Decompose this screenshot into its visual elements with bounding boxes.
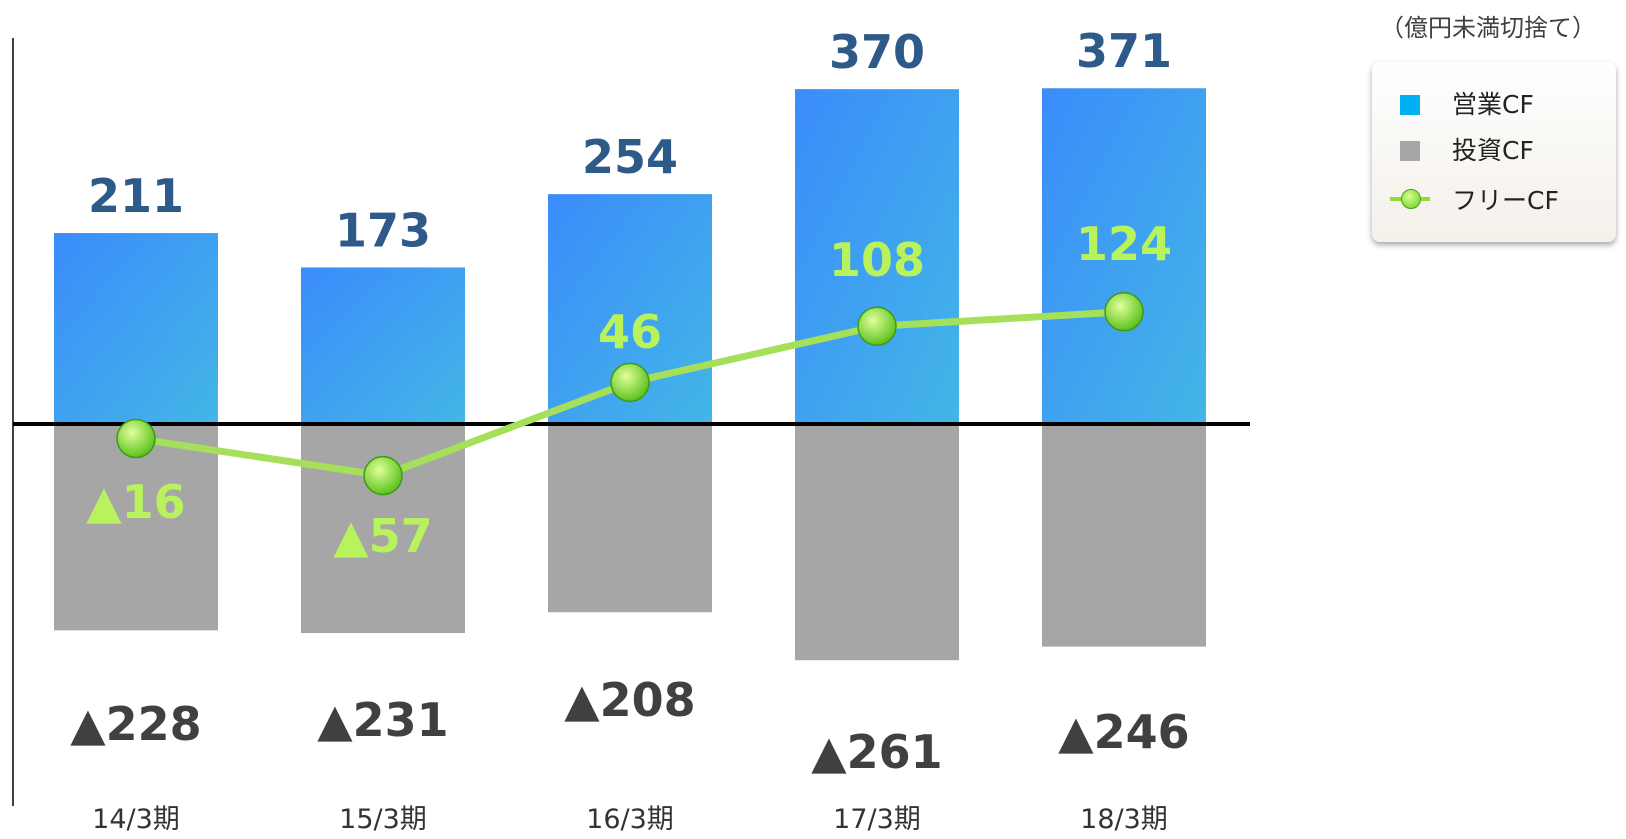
free-cf-point [363, 455, 403, 496]
investing-cf-label: ▲261 [811, 725, 942, 779]
legend-item-free: フリーCF [1372, 178, 1616, 218]
legend-item-operating: 営業CF [1372, 82, 1616, 122]
legend: 営業CF 投資CF フリーCF [1372, 62, 1616, 242]
free-cf-point [1104, 292, 1144, 332]
legend-label-operating: 営業CF [1452, 90, 1534, 119]
operating-cf-label: 254 [582, 130, 678, 184]
free-cf-point [610, 362, 650, 403]
investing-cf-label: ▲231 [317, 693, 448, 747]
legend-swatch-operating [1400, 95, 1420, 115]
operating-cf-bars [54, 88, 1206, 425]
free-cf-label: ▲57 [333, 509, 432, 563]
legend-label-free: フリーCF [1452, 186, 1559, 215]
operating-cf-bar [301, 267, 465, 424]
operating-cf-bar [1042, 88, 1206, 425]
investing-cf-label: ▲246 [1058, 705, 1189, 759]
legend-label-investing: 投資CF [1452, 136, 1534, 165]
free-cf-label: 124 [1076, 217, 1172, 271]
investing-cf-label: ▲208 [564, 673, 695, 727]
free-cf-line [116, 292, 1144, 496]
free-cf-point [116, 418, 156, 459]
x-tick-label: 17/3期 [833, 804, 921, 835]
data-labels: 211 173 254 370 371 ▲228 ▲231 ▲208 ▲261 ▲246 ▲16 ▲5… [70, 24, 1189, 779]
x-tick-label: 15/3期 [339, 804, 427, 835]
operating-cf-label: 211 [88, 169, 184, 223]
x-tick-label: 16/3期 [586, 804, 674, 835]
x-axis-categories: 14/3期 15/3期 16/3期 17/3期 18/3期 [92, 804, 1168, 835]
investing-cf-bar [548, 424, 712, 613]
investing-cf-label: ▲228 [70, 697, 201, 751]
x-tick-label: 18/3期 [1080, 804, 1168, 835]
free-cf-label: 46 [598, 305, 662, 359]
x-tick-label: 14/3期 [92, 804, 180, 835]
operating-cf-label: 173 [335, 203, 431, 257]
operating-cf-bar [54, 233, 218, 424]
investing-cf-bars [54, 424, 1206, 661]
free-cf-point [857, 306, 897, 347]
investing-cf-bar [795, 424, 959, 661]
investing-cf-bar [54, 424, 218, 631]
legend-dot-free [1401, 189, 1421, 209]
operating-cf-bar [795, 89, 959, 425]
operating-cf-label: 371 [1076, 24, 1172, 78]
legend-swatch-investing [1400, 141, 1420, 161]
legend-item-investing: 投資CF [1372, 128, 1616, 168]
operating-cf-label: 370 [829, 25, 925, 79]
investing-cf-bar [1042, 424, 1206, 647]
unit-note: （億円未満切捨て） [1380, 14, 1596, 42]
free-cf-label: 108 [829, 233, 925, 287]
free-cf-label: ▲16 [86, 475, 185, 529]
